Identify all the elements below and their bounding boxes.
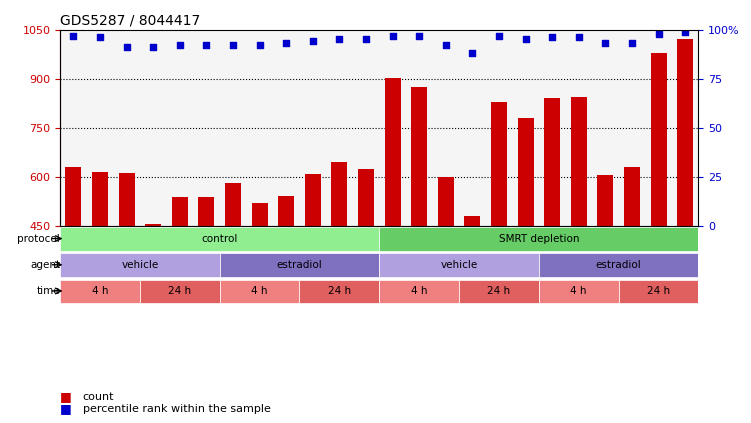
Point bbox=[254, 42, 266, 49]
Point bbox=[653, 30, 665, 37]
Point bbox=[68, 32, 80, 39]
Bar bbox=[385, 78, 400, 373]
FancyBboxPatch shape bbox=[220, 253, 379, 277]
Point bbox=[413, 32, 425, 39]
Bar bbox=[438, 177, 454, 373]
Bar bbox=[198, 197, 214, 373]
Bar bbox=[92, 172, 108, 373]
Text: GDS5287 / 8044417: GDS5287 / 8044417 bbox=[60, 13, 201, 27]
Text: vehicle: vehicle bbox=[440, 260, 478, 270]
Point bbox=[360, 36, 372, 43]
Text: 24 h: 24 h bbox=[647, 286, 670, 296]
FancyBboxPatch shape bbox=[379, 253, 539, 277]
Text: vehicle: vehicle bbox=[121, 260, 158, 270]
FancyBboxPatch shape bbox=[60, 227, 379, 251]
Bar bbox=[491, 102, 507, 373]
Text: 24 h: 24 h bbox=[487, 286, 511, 296]
Point bbox=[573, 34, 585, 41]
FancyBboxPatch shape bbox=[60, 280, 140, 303]
FancyBboxPatch shape bbox=[379, 280, 459, 303]
Text: ■: ■ bbox=[60, 390, 72, 403]
FancyBboxPatch shape bbox=[60, 253, 220, 277]
Bar bbox=[305, 173, 321, 373]
Bar bbox=[677, 39, 693, 373]
Text: control: control bbox=[201, 233, 238, 244]
FancyBboxPatch shape bbox=[220, 280, 300, 303]
Text: 4 h: 4 h bbox=[411, 286, 427, 296]
Text: SMRT depletion: SMRT depletion bbox=[499, 233, 579, 244]
Point bbox=[679, 28, 691, 35]
Point bbox=[520, 36, 532, 43]
FancyBboxPatch shape bbox=[539, 280, 619, 303]
FancyBboxPatch shape bbox=[539, 253, 698, 277]
Point bbox=[440, 42, 452, 49]
Bar bbox=[464, 216, 481, 373]
Text: percentile rank within the sample: percentile rank within the sample bbox=[83, 404, 270, 415]
Text: 4 h: 4 h bbox=[252, 286, 268, 296]
FancyBboxPatch shape bbox=[300, 280, 379, 303]
Text: ■: ■ bbox=[60, 402, 72, 415]
Bar bbox=[252, 203, 267, 373]
Text: 24 h: 24 h bbox=[168, 286, 192, 296]
Text: agent: agent bbox=[30, 260, 60, 270]
Text: 24 h: 24 h bbox=[327, 286, 351, 296]
Point bbox=[306, 38, 318, 45]
Point bbox=[599, 40, 611, 47]
Bar bbox=[650, 52, 667, 373]
Bar bbox=[331, 162, 347, 373]
Bar bbox=[358, 169, 374, 373]
Point bbox=[493, 32, 505, 39]
Bar bbox=[571, 97, 587, 373]
Bar bbox=[517, 118, 533, 373]
Point bbox=[94, 34, 106, 41]
Bar bbox=[544, 98, 560, 373]
Point bbox=[626, 40, 638, 47]
Point bbox=[466, 50, 478, 57]
Text: estradiol: estradiol bbox=[276, 260, 322, 270]
Point bbox=[546, 34, 558, 41]
Point bbox=[173, 42, 185, 49]
Bar bbox=[119, 173, 134, 373]
Text: 4 h: 4 h bbox=[571, 286, 587, 296]
Bar bbox=[172, 197, 188, 373]
Bar bbox=[624, 167, 640, 373]
Bar bbox=[225, 184, 241, 373]
Bar bbox=[597, 175, 614, 373]
Text: protocol: protocol bbox=[17, 233, 60, 244]
Point bbox=[227, 42, 239, 49]
Point bbox=[201, 42, 213, 49]
Bar bbox=[145, 224, 161, 373]
FancyBboxPatch shape bbox=[619, 280, 698, 303]
Text: time: time bbox=[37, 286, 60, 296]
Bar bbox=[278, 195, 294, 373]
Point bbox=[333, 36, 345, 43]
Point bbox=[121, 44, 133, 51]
Point bbox=[280, 40, 292, 47]
FancyBboxPatch shape bbox=[140, 280, 220, 303]
Bar bbox=[412, 87, 427, 373]
Point bbox=[387, 32, 399, 39]
Text: 4 h: 4 h bbox=[92, 286, 108, 296]
Text: estradiol: estradiol bbox=[596, 260, 641, 270]
FancyBboxPatch shape bbox=[459, 280, 539, 303]
Point bbox=[147, 44, 159, 51]
FancyBboxPatch shape bbox=[379, 227, 698, 251]
Bar bbox=[65, 167, 81, 373]
Text: count: count bbox=[83, 392, 114, 402]
